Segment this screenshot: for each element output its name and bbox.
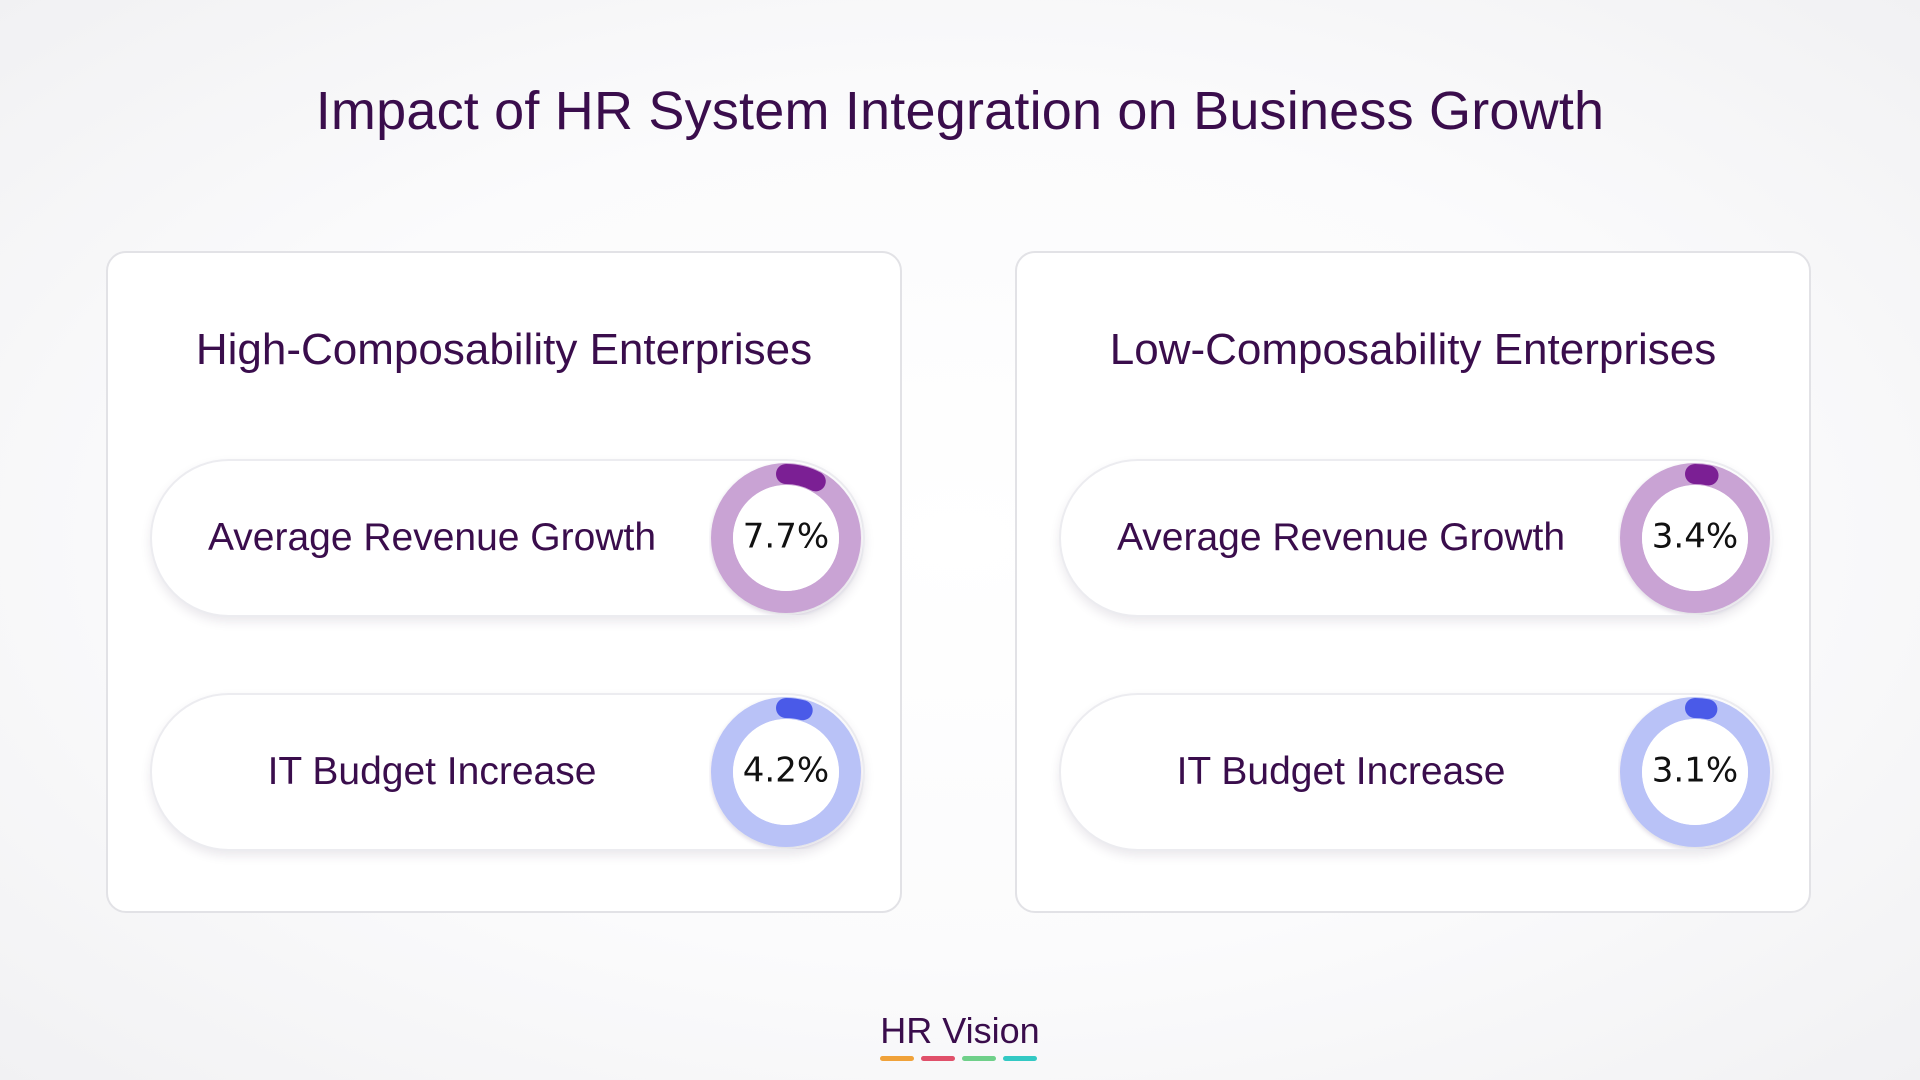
donut-center: [733, 719, 839, 825]
brand-footer: HR Vision: [0, 1008, 1920, 1061]
metric-label: IT Budget Increase: [1176, 750, 1506, 793]
panel-high-composability: High-Composability Enterprises Average R…: [106, 251, 902, 913]
brand-stripe: [1003, 1056, 1037, 1061]
donut-svg: 3.4%: [1620, 463, 1770, 613]
metric-label: Average Revenue Growth: [1116, 516, 1566, 559]
donut-svg: 4.2%: [711, 697, 861, 847]
donut-center: [1642, 719, 1748, 825]
donut-value-label: 3.4%: [1652, 517, 1738, 557]
brand-logo: HR Vision: [880, 1010, 1040, 1051]
donut-svg: 7.7%: [711, 463, 861, 613]
metric-card-it-budget: IT Budget Increase 3.1%: [1059, 693, 1774, 851]
donut-chart: 3.1%: [1618, 695, 1772, 849]
panel-low-composability: Low-Composability Enterprises Average Re…: [1015, 251, 1811, 913]
donut-progress-arc: [1621, 698, 1769, 846]
donut-chart: 3.4%: [1618, 461, 1772, 615]
metric-card-revenue-growth: Average Revenue Growth 3.4%: [1059, 459, 1774, 617]
donut-center: [733, 485, 839, 591]
donut-chart: 7.7%: [709, 461, 863, 615]
brand-stripes: [880, 1056, 1040, 1062]
donut-chart: 4.2%: [709, 695, 863, 849]
donut-value-label: 7.7%: [743, 517, 829, 557]
brand-stripe: [921, 1056, 955, 1061]
donut-value-label: 3.1%: [1652, 751, 1738, 791]
brand-stripe: [880, 1056, 914, 1061]
donut-progress-arc: [712, 464, 860, 612]
chart-title: Impact of HR System Integration on Busin…: [315, 81, 1605, 141]
metric-card-it-budget: IT Budget Increase 4.2%: [150, 693, 865, 851]
donut-progress-arc: [712, 698, 860, 846]
donut-svg: 3.1%: [1620, 697, 1770, 847]
panel-title: High-Composability Enterprises: [195, 325, 813, 374]
donut-center: [1642, 485, 1748, 591]
donut-progress-arc: [1621, 464, 1769, 612]
metric-label: Average Revenue Growth: [207, 516, 657, 559]
metric-card-revenue-growth: Average Revenue Growth 7.7%: [150, 459, 865, 617]
panel-title: Low-Composability Enterprises: [1109, 325, 1717, 374]
donut-value-label: 4.2%: [743, 751, 829, 791]
metric-label: IT Budget Increase: [267, 750, 597, 793]
brand-stripe: [962, 1056, 996, 1061]
